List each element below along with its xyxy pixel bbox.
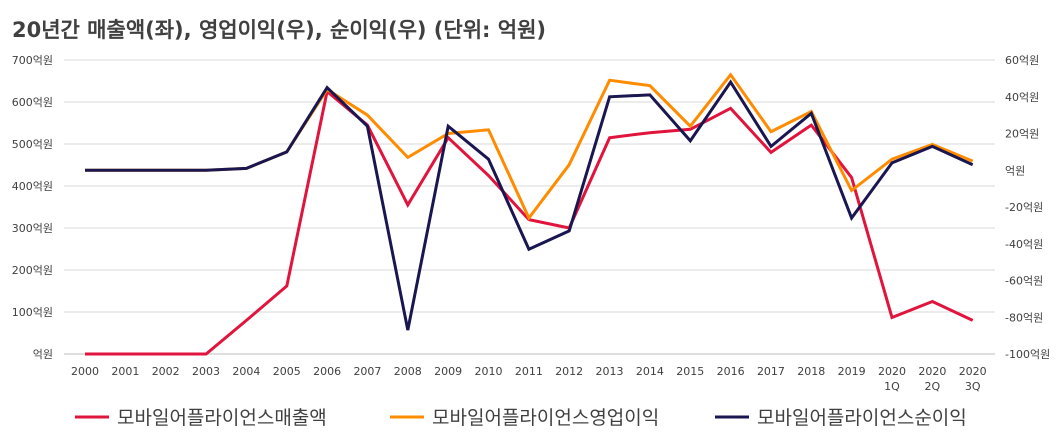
chart-title: 20년간 매출액(좌), 영업이익(우), 순이익(우) (단위: 억원) xyxy=(12,18,546,42)
x-tick-label: 2013 xyxy=(596,365,624,378)
y-right-tick-label: 20억원 xyxy=(1005,128,1039,141)
y-right-tick-label: -100억원 xyxy=(1005,348,1050,361)
x-tick-label: 2015 xyxy=(676,365,704,378)
y-right-tick-label: -20억원 xyxy=(1005,201,1043,214)
x-tick-label: 2004 xyxy=(232,365,260,378)
x-tick-label: 2014 xyxy=(636,365,664,378)
x-tick-label: 3Q xyxy=(965,380,981,393)
series-line-2 xyxy=(85,72,974,221)
x-tick-label: 2000 xyxy=(71,365,99,378)
x-tick-label: 2Q xyxy=(925,380,941,393)
x-tick-label: 2002 xyxy=(152,365,180,378)
y-right-tick-label: 60억원 xyxy=(1005,54,1039,67)
y-left-tick-label: 억원 xyxy=(33,348,53,361)
x-tick-label: 2020 xyxy=(878,365,906,378)
legend-label-2: 모바일어플라이언스영업이익 xyxy=(432,407,659,429)
y-left-tick-label: 300억원 xyxy=(12,222,53,235)
x-tick-label: 2006 xyxy=(313,365,341,378)
x-tick-label: 2008 xyxy=(394,365,422,378)
legend-label-3: 모바일어플라이언스순이익 xyxy=(757,407,967,429)
legend-label-1: 모바일어플라이언스매출액 xyxy=(117,407,327,429)
series-line-1 xyxy=(85,88,974,356)
y-left-tick-label: 600억원 xyxy=(12,96,53,109)
x-tick-label: 2019 xyxy=(838,365,866,378)
y-left-tick-label: 400억원 xyxy=(12,180,53,193)
y-left-tick-label: 500억원 xyxy=(12,138,53,151)
x-tick-label: 2010 xyxy=(475,365,503,378)
x-tick-label: 2007 xyxy=(353,365,381,378)
x-tick-label: 2009 xyxy=(434,365,462,378)
y-left-tick-label: 200억원 xyxy=(12,264,53,277)
x-tick-label: 2011 xyxy=(515,365,543,378)
series-line-3 xyxy=(85,79,974,331)
y-right-tick-label: 40억원 xyxy=(1005,91,1039,104)
x-tick-label: 2020 xyxy=(918,365,946,378)
x-tick-label: 2001 xyxy=(111,365,139,378)
x-tick-label: 2005 xyxy=(273,365,301,378)
x-tick-label: 2012 xyxy=(555,365,583,378)
y-right-tick-label: -60억원 xyxy=(1005,275,1043,288)
x-tick-label: 2018 xyxy=(797,365,825,378)
x-tick-label: 2020 xyxy=(959,365,987,378)
x-tick-label: 2017 xyxy=(757,365,785,378)
y-right-tick-label: -40억원 xyxy=(1005,238,1043,251)
x-tick-label: 2003 xyxy=(192,365,220,378)
y-right-tick-label: -80억원 xyxy=(1005,311,1043,324)
y-left-tick-label: 100억원 xyxy=(12,306,53,319)
x-tick-label: 2016 xyxy=(717,365,745,378)
y-right-tick-label: 억원 xyxy=(1005,164,1025,177)
y-left-tick-label: 700억원 xyxy=(12,54,53,67)
x-tick-label: 1Q xyxy=(884,380,900,393)
